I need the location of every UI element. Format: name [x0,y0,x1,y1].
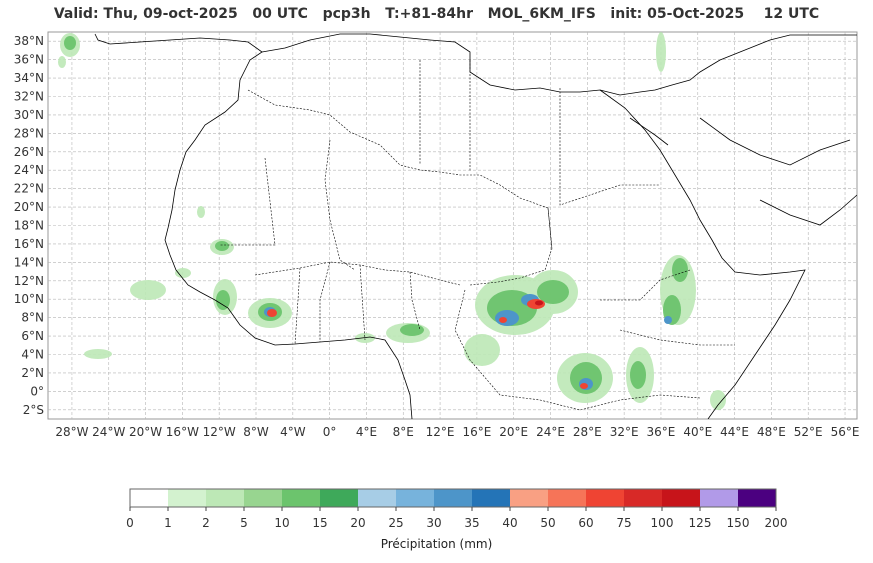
lat-tick-label: 38°N [14,34,44,48]
colorbar-swatch [396,489,435,507]
colorbar-label: Précipitation (mm) [380,537,493,551]
lat-tick-label: 20°N [14,200,44,214]
colorbar-swatch [510,489,549,507]
lat-tick-label: 10°N [14,292,44,306]
lon-tick-label: 8°E [393,425,414,439]
lat-tick-label: 34°N [14,71,44,85]
lon-tick-label: 0° [323,425,337,439]
colorbar-tick-label: 5 [240,516,248,530]
colorbar-swatch [168,489,207,507]
lon-tick-label: 4°E [356,425,377,439]
lon-tick-label: 16°W [166,425,199,439]
colorbar-tick-label: 10 [274,516,289,530]
colorbar-tick-label: 1 [164,516,172,530]
lat-tick-label: 28°N [14,126,44,140]
colorbar-swatch [130,489,169,507]
lat-tick-label: 2°N [21,366,44,380]
colorbar-tick-label: 35 [464,516,479,530]
lon-tick-label: 44°E [720,425,749,439]
lon-tick-label: 28°W [55,425,88,439]
lon-tick-label: 40°E [683,425,712,439]
colorbar-swatch [282,489,321,507]
colorbar-swatch [206,489,245,507]
colorbar-tick-label: 75 [616,516,631,530]
colorbar-swatch [586,489,625,507]
lon-tick-label: 20°E [499,425,528,439]
colorbar-swatch [244,489,283,507]
colorbar-swatch [434,489,473,507]
lat-tick-label: 6°N [21,329,44,343]
colorbar-tick-label: 125 [689,516,712,530]
lat-tick-label: 16°N [14,237,44,251]
colorbar-tick-label: 15 [312,516,327,530]
colorbar-frame [129,488,777,508]
colorbar-tick-label: 200 [765,516,788,530]
colorbar-tick-label: 2 [202,516,210,530]
colorbar-tick-label: 50 [540,516,555,530]
lon-tick-label: 12°E [426,425,455,439]
lat-tick-label: 32°N [14,90,44,104]
colorbar-tick-label: 40 [502,516,517,530]
lat-tick-label: 22°N [14,182,44,196]
lon-tick-label: 28°E [573,425,602,439]
lon-tick-label: 24°W [92,425,125,439]
precipitation-field [58,32,726,410]
lat-tick-label: 12°N [14,274,44,288]
lon-tick-label: 20°W [129,425,162,439]
lon-tick-label: 8°W [243,425,269,439]
lat-tick-label: 18°N [14,219,44,233]
colorbar-tick-label: 100 [651,516,674,530]
lat-tick-label: 8°N [21,311,44,325]
lon-tick-label: 16°E [462,425,491,439]
lon-tick-label: 12°W [203,425,236,439]
lon-tick-label: 24°E [536,425,565,439]
lat-tick-label: 2°S [23,403,44,417]
lat-tick-label: 0° [30,384,44,398]
colorbar-swatch [320,489,359,507]
colorbar-tick-label: 60 [578,516,593,530]
axis-ticks: 28°W 24°W 20°W 16°W 12°W 8°W 4°W 0° 4°E 8°E 12°E 16… [14,34,860,439]
colorbar-swatch [662,489,701,507]
colorbar-swatch [624,489,663,507]
colorbar-swatch [548,489,587,507]
lat-tick-label: 24°N [14,163,44,177]
lon-tick-label: 56°E [831,425,860,439]
lon-tick-label: 32°E [610,425,639,439]
colorbar-tick-label: 30 [426,516,441,530]
colorbar-tick-label: 20 [350,516,365,530]
colorbar: 0 1 2 5 10 15 20 25 30 35 40 50 60 75 100 125 150 200 [126,488,788,530]
colorbar-tick-label: 25 [388,516,403,530]
lon-tick-label: 52°E [794,425,823,439]
colorbar-swatch [700,489,739,507]
colorbar-swatch [358,489,397,507]
country-borders [220,60,735,411]
map-frame [47,31,858,420]
colorbar-tick-label: 150 [727,516,750,530]
lat-tick-label: 36°N [14,53,44,67]
colorbar-swatch [472,489,511,507]
lon-tick-label: 4°W [280,425,306,439]
lon-tick-label: 36°E [647,425,676,439]
lon-tick-label: 48°E [757,425,786,439]
colorbar-swatch [738,489,777,507]
coastlines [94,33,857,419]
lat-tick-label: 26°N [14,145,44,159]
lat-tick-label: 4°N [21,348,44,362]
colorbar-tick-label: 0 [126,516,134,530]
lat-tick-label: 30°N [14,108,44,122]
lat-tick-label: 14°N [14,255,44,269]
map-title: Valid: Thu, 09-oct-2025 00 UTC pcp3h T:+… [53,6,820,22]
